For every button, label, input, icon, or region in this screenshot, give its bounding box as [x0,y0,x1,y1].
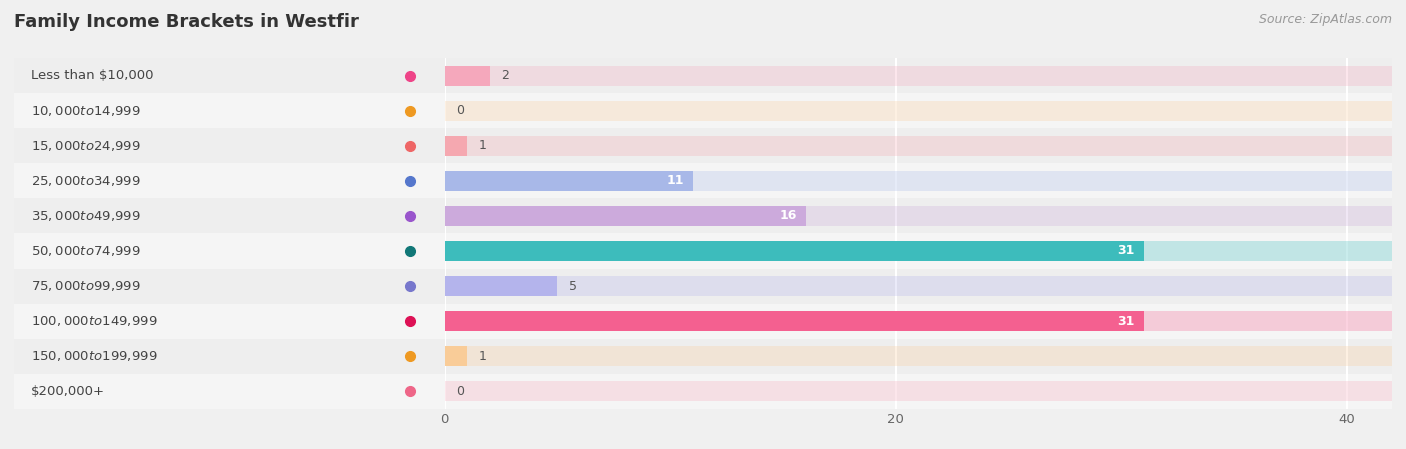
Text: 1: 1 [478,350,486,362]
Bar [14,233,444,269]
Text: 31: 31 [1118,245,1135,257]
Text: 1: 1 [478,140,486,152]
Bar [444,58,1392,93]
Bar [444,101,1392,120]
Bar [444,312,1144,330]
Text: Source: ZipAtlas.com: Source: ZipAtlas.com [1258,13,1392,26]
Bar [444,339,1392,374]
Bar [444,374,1392,409]
Bar [444,66,1392,85]
Bar [444,269,1392,304]
Bar [444,172,693,190]
Bar [444,136,467,155]
Text: 2: 2 [501,70,509,82]
Text: $15,000 to $24,999: $15,000 to $24,999 [31,139,141,153]
Bar [444,66,489,85]
Bar [14,163,444,198]
Text: $75,000 to $99,999: $75,000 to $99,999 [31,279,141,293]
Text: 5: 5 [568,280,576,292]
Bar [14,269,444,304]
Text: $150,000 to $199,999: $150,000 to $199,999 [31,349,157,363]
Bar [444,163,1392,198]
Bar [444,304,1392,339]
Bar [444,347,1392,365]
Bar [444,172,1392,190]
Bar [444,198,1392,233]
Text: 0: 0 [456,105,464,117]
Bar [14,58,444,93]
Bar [444,93,1392,128]
Bar [444,277,557,295]
Bar [444,242,1144,260]
Bar [444,382,1392,401]
Bar [444,136,1392,155]
Bar [444,242,1392,260]
Bar [444,207,806,225]
Bar [14,304,444,339]
Bar [444,233,1392,269]
Bar [14,128,444,163]
Bar [14,374,444,409]
Bar [444,312,1392,330]
Bar [14,339,444,374]
Text: $25,000 to $34,999: $25,000 to $34,999 [31,174,141,188]
Bar [444,207,1392,225]
Bar [14,93,444,128]
Text: 16: 16 [779,210,796,222]
Text: $10,000 to $14,999: $10,000 to $14,999 [31,104,141,118]
Bar [444,277,1392,295]
Text: 0: 0 [456,385,464,397]
Bar [14,198,444,233]
Text: $35,000 to $49,999: $35,000 to $49,999 [31,209,141,223]
Text: $200,000+: $200,000+ [31,385,105,397]
Text: $100,000 to $149,999: $100,000 to $149,999 [31,314,157,328]
Text: 11: 11 [666,175,683,187]
Bar [444,128,1392,163]
Bar [444,347,467,365]
Text: 31: 31 [1118,315,1135,327]
Text: Less than $10,000: Less than $10,000 [31,70,153,82]
Text: Family Income Brackets in Westfir: Family Income Brackets in Westfir [14,13,359,31]
Text: $50,000 to $74,999: $50,000 to $74,999 [31,244,141,258]
